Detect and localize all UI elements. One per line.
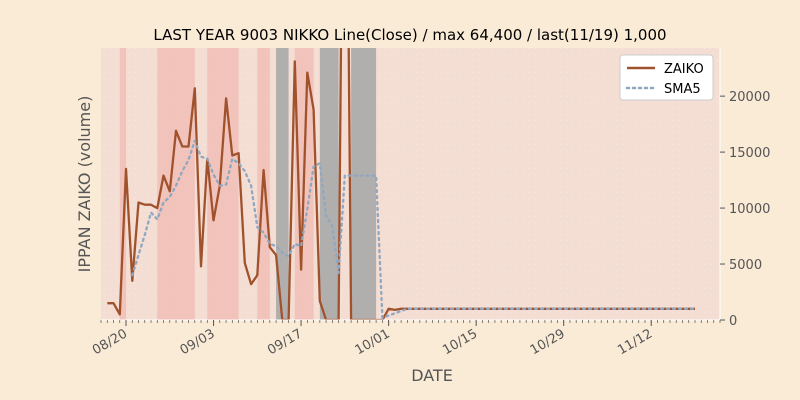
- y-tick-label: 10000: [729, 202, 770, 217]
- y-tick-label: 15000: [729, 146, 770, 161]
- shaded-band: [119, 48, 127, 320]
- legend-zaiko-label: ZAIKO: [664, 62, 704, 77]
- y-tick-label: 20000: [729, 90, 770, 105]
- chart-title: LAST YEAR 9003 NIKKO Line(Close) / max 6…: [153, 26, 666, 44]
- y-tick-label: 0: [729, 314, 737, 329]
- y-tick-label: 5000: [729, 258, 762, 273]
- series-line-sma5: [131, 139, 697, 319]
- gap-band: [351, 48, 377, 320]
- shaded-band: [176, 48, 195, 320]
- legend-box: [619, 54, 714, 101]
- shaded-band: [207, 48, 227, 320]
- axes-background: [101, 48, 720, 320]
- series-line-zaiko: [107, 48, 695, 320]
- gap-band: [319, 48, 339, 320]
- legend: ZAIKO SMA5: [619, 54, 714, 101]
- y-axis-label: IPPAN ZAIKO (volume): [75, 96, 94, 273]
- gap-bands: [276, 48, 377, 320]
- legend-sma5-label: SMA5: [664, 82, 701, 97]
- shaded-band: [226, 48, 239, 320]
- shaded-bands: [119, 48, 314, 320]
- gap-band: [276, 48, 289, 320]
- x-axis-label: DATE: [411, 366, 453, 385]
- series-group: [107, 48, 697, 320]
- y-ticks: 0 5000 10000 15000 20000: [720, 90, 770, 329]
